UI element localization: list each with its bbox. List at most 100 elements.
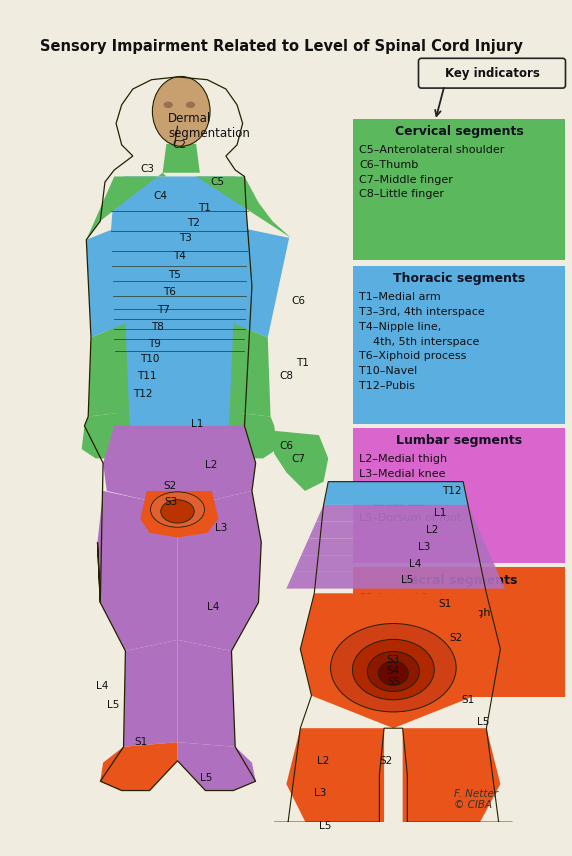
Polygon shape [274, 822, 379, 835]
Text: Thoracic segments: Thoracic segments [394, 272, 526, 285]
Polygon shape [103, 425, 256, 505]
Text: T7: T7 [157, 306, 170, 316]
Text: S3: S3 [386, 656, 399, 665]
Ellipse shape [367, 651, 419, 692]
Text: T4–Nipple line,: T4–Nipple line, [359, 322, 441, 331]
Text: T1–Medial arm: T1–Medial arm [359, 292, 440, 302]
Text: C7–Middle finger: C7–Middle finger [359, 175, 453, 185]
Text: T10: T10 [140, 354, 160, 364]
Text: T1: T1 [296, 358, 308, 367]
Text: C5–Anterolateral shoulder: C5–Anterolateral shoulder [359, 145, 505, 155]
Text: T10–Navel: T10–Navel [359, 366, 417, 377]
Text: T5: T5 [168, 270, 181, 280]
Text: L3–Medial knee: L3–Medial knee [359, 468, 446, 479]
Text: L5: L5 [319, 821, 331, 831]
Text: L2: L2 [426, 525, 438, 535]
Text: S2–Posteromedial thigh: S2–Posteromedial thigh [359, 608, 490, 618]
Text: T11: T11 [137, 371, 156, 381]
Text: L3: L3 [418, 542, 430, 552]
Polygon shape [124, 639, 177, 746]
Ellipse shape [186, 102, 195, 108]
Text: L1: L1 [434, 508, 447, 518]
Text: S1: S1 [438, 599, 451, 609]
Text: C8: C8 [280, 371, 294, 381]
Text: T3: T3 [180, 233, 192, 243]
Polygon shape [229, 324, 271, 417]
Text: Great toe: Great toe [359, 498, 426, 508]
Polygon shape [228, 412, 277, 458]
Polygon shape [97, 491, 177, 651]
Ellipse shape [152, 76, 210, 146]
Bar [353, 428, 566, 562]
Text: S1–Lateral foot: S1–Lateral foot [359, 593, 443, 603]
Text: T12: T12 [133, 389, 152, 399]
Text: Cervical segments: Cervical segments [395, 125, 524, 139]
Text: C8–Little finger: C8–Little finger [359, 189, 444, 199]
Text: L4: L4 [96, 681, 108, 692]
Text: C3: C3 [140, 164, 154, 174]
Text: S2: S2 [164, 481, 177, 491]
Text: C6–Thumb: C6–Thumb [359, 160, 418, 169]
Polygon shape [294, 556, 498, 572]
Polygon shape [100, 742, 177, 791]
Text: S2: S2 [379, 756, 392, 766]
Polygon shape [300, 593, 486, 728]
Polygon shape [407, 822, 513, 835]
Text: C4: C4 [153, 191, 168, 201]
Text: L3: L3 [314, 788, 327, 799]
Polygon shape [107, 176, 252, 444]
Text: C6: C6 [280, 442, 294, 451]
Polygon shape [177, 639, 235, 746]
Text: S3: S3 [165, 497, 178, 507]
Text: Key indicators: Key indicators [444, 67, 539, 80]
Text: S3, 4, 5–Perianal area: S3, 4, 5–Perianal area [359, 623, 480, 633]
Text: T4: T4 [173, 252, 186, 261]
Text: L5: L5 [107, 700, 119, 710]
Text: Dermal
segmentation: Dermal segmentation [168, 112, 250, 140]
Ellipse shape [150, 492, 204, 527]
Polygon shape [403, 728, 500, 840]
Bar [353, 568, 566, 698]
Text: T12–Pubis: T12–Pubis [359, 381, 415, 391]
Text: T8: T8 [152, 322, 164, 332]
Polygon shape [196, 176, 291, 238]
Polygon shape [177, 491, 261, 651]
Text: L5: L5 [200, 772, 212, 782]
Text: C7: C7 [291, 455, 305, 464]
Polygon shape [316, 505, 475, 521]
Text: L3: L3 [214, 523, 227, 533]
Text: T6: T6 [162, 287, 176, 297]
Text: T6–Xiphoid process: T6–Xiphoid process [359, 352, 466, 361]
Bar [353, 119, 566, 260]
Bar [353, 266, 566, 424]
Polygon shape [88, 324, 129, 417]
Text: Sacral segments: Sacral segments [401, 574, 518, 586]
Polygon shape [287, 572, 505, 589]
Text: C2: C2 [173, 140, 187, 150]
Text: L5: L5 [477, 716, 490, 727]
Ellipse shape [161, 500, 194, 523]
Text: T2: T2 [187, 218, 200, 228]
Polygon shape [301, 538, 490, 556]
Polygon shape [324, 482, 468, 505]
Text: S4: S4 [386, 665, 399, 675]
Text: L4: L4 [409, 558, 422, 568]
Text: T9: T9 [148, 339, 161, 349]
Text: 4th, 5th interspace: 4th, 5th interspace [359, 336, 479, 347]
Ellipse shape [331, 623, 456, 712]
Text: Lumbar segments: Lumbar segments [396, 434, 522, 447]
Text: C5: C5 [210, 177, 224, 187]
Text: C6: C6 [291, 296, 305, 306]
Text: T1: T1 [198, 203, 211, 213]
Text: S5: S5 [388, 677, 401, 687]
Polygon shape [86, 229, 125, 337]
Text: Sensory Impairment Related to Level of Spinal Cord Injury: Sensory Impairment Related to Level of S… [40, 39, 523, 54]
Text: L5–Dorsum of foot: L5–Dorsum of foot [359, 514, 461, 523]
Text: S1: S1 [461, 695, 475, 705]
Text: L5: L5 [401, 575, 413, 586]
Polygon shape [162, 144, 200, 173]
Text: L4: L4 [207, 603, 220, 612]
Polygon shape [309, 521, 483, 538]
Text: S2: S2 [449, 633, 462, 643]
Text: T12: T12 [442, 486, 461, 496]
